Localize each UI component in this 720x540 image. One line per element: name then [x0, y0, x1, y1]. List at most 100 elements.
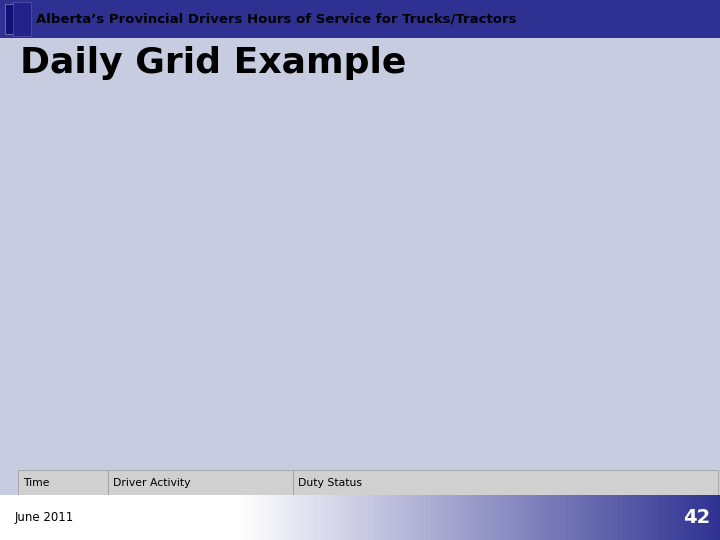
Text: Sleep: Sleep: [113, 505, 143, 515]
Bar: [711, 495, 712, 540]
Bar: [426, 495, 428, 540]
Bar: [591, 495, 593, 540]
Bar: [588, 495, 590, 540]
Bar: [646, 495, 648, 540]
Bar: [352, 495, 354, 540]
Bar: [5, 4, 23, 34]
Bar: [675, 495, 677, 540]
Bar: [641, 495, 643, 540]
Bar: [273, 495, 275, 540]
Bar: [333, 495, 335, 540]
Bar: [386, 495, 388, 540]
Bar: [379, 495, 382, 540]
Bar: [447, 495, 449, 540]
Bar: [599, 495, 601, 540]
Bar: [494, 495, 496, 540]
Bar: [459, 495, 461, 540]
Bar: [704, 495, 706, 540]
Bar: [318, 495, 320, 540]
Bar: [417, 495, 419, 540]
Bar: [292, 495, 294, 540]
Bar: [615, 495, 617, 540]
Bar: [404, 495, 406, 540]
Text: 42: 42: [683, 508, 710, 527]
Bar: [505, 495, 508, 540]
Bar: [567, 495, 569, 540]
Bar: [602, 495, 604, 540]
Bar: [283, 495, 285, 540]
Bar: [108, 497, 293, 523]
Bar: [444, 495, 446, 540]
Text: Daily Grid Example: Daily Grid Example: [20, 46, 406, 80]
Bar: [517, 495, 519, 540]
Bar: [549, 495, 551, 540]
Bar: [585, 495, 587, 540]
Bar: [689, 495, 691, 540]
Bar: [347, 495, 349, 540]
Bar: [528, 495, 530, 540]
Bar: [572, 495, 574, 540]
Bar: [608, 495, 611, 540]
Bar: [523, 495, 526, 540]
Bar: [564, 495, 566, 540]
Bar: [392, 495, 395, 540]
Bar: [486, 495, 488, 540]
Bar: [412, 495, 414, 540]
Bar: [485, 495, 487, 540]
Bar: [606, 495, 608, 540]
Bar: [473, 495, 475, 540]
Bar: [265, 495, 267, 540]
Bar: [356, 495, 358, 540]
Bar: [346, 495, 348, 540]
Bar: [302, 495, 305, 540]
Bar: [262, 495, 264, 540]
Bar: [680, 495, 682, 540]
Bar: [249, 495, 251, 540]
Bar: [454, 495, 456, 540]
Bar: [260, 495, 262, 540]
Bar: [628, 495, 630, 540]
Bar: [472, 495, 474, 540]
Bar: [451, 495, 453, 540]
Bar: [525, 495, 527, 540]
Bar: [626, 495, 629, 540]
Bar: [322, 495, 323, 540]
Bar: [258, 495, 261, 540]
Bar: [483, 495, 485, 540]
Bar: [270, 495, 272, 540]
Bar: [253, 495, 256, 540]
Bar: [539, 495, 541, 540]
Bar: [269, 495, 271, 540]
Bar: [583, 495, 585, 540]
Bar: [521, 495, 523, 540]
Bar: [607, 495, 609, 540]
Bar: [334, 495, 336, 540]
Bar: [647, 495, 649, 540]
Bar: [477, 495, 479, 540]
Bar: [309, 495, 311, 540]
Bar: [502, 495, 504, 540]
Bar: [365, 495, 367, 540]
Bar: [586, 495, 588, 540]
Bar: [244, 495, 246, 540]
Text: Eat breakfast and drive to
motor carrier: Eat breakfast and drive to motor carrier: [113, 539, 256, 540]
Bar: [639, 495, 642, 540]
Bar: [449, 495, 451, 540]
Bar: [279, 495, 282, 540]
Bar: [405, 495, 408, 540]
Bar: [293, 523, 718, 540]
Bar: [683, 495, 685, 540]
Bar: [659, 495, 661, 540]
Bar: [256, 495, 258, 540]
Bar: [438, 495, 440, 540]
Bar: [247, 495, 249, 540]
Bar: [467, 495, 469, 540]
Bar: [668, 495, 670, 540]
Bar: [364, 495, 366, 540]
Bar: [652, 495, 654, 540]
Bar: [320, 495, 322, 540]
Bar: [633, 495, 635, 540]
Bar: [384, 495, 387, 540]
Bar: [446, 495, 448, 540]
Bar: [418, 495, 420, 540]
